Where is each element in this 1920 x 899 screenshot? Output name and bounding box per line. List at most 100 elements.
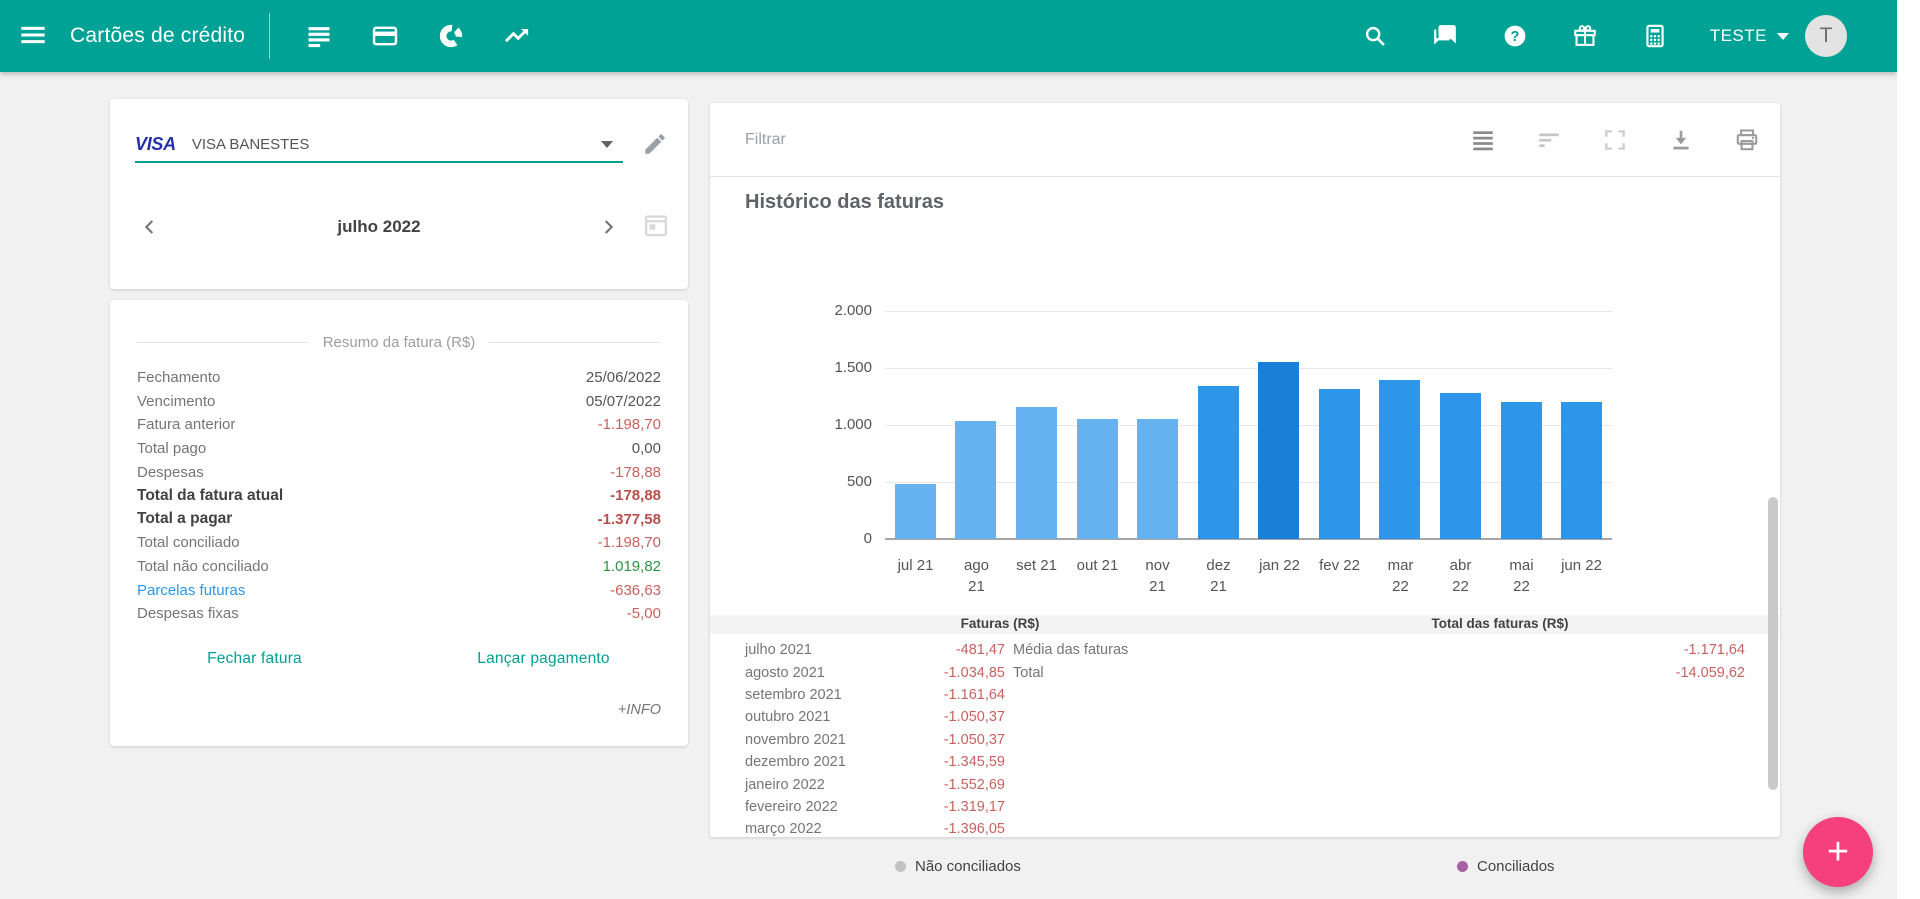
summary-row-value: -1.198,70 <box>597 534 661 552</box>
post-payment-button[interactable]: Lançar pagamento <box>477 650 610 667</box>
table-row: agosto 2021 -1.034,85 <box>745 661 1005 683</box>
previous-month-icon[interactable] <box>135 212 165 242</box>
chevron-down-icon[interactable] <box>601 140 613 148</box>
gift-icon[interactable] <box>1570 21 1600 51</box>
close-invoice-button[interactable]: Fechar fatura <box>207 650 302 667</box>
table-row: novembro 2021 -1.050,37 <box>745 729 1005 751</box>
page-scrollbar-track[interactable] <box>1897 0 1920 899</box>
plus-icon: + <box>1826 831 1850 873</box>
table-row-label: Média das faturas <box>1013 642 1129 659</box>
table-row: outubro 2021 -1.050,37 <box>745 706 1005 728</box>
table-row-value: -1.161,64 <box>943 686 1005 703</box>
panel-scrollbar-thumb[interactable] <box>1768 497 1778 790</box>
table-row-value: -1.319,17 <box>943 798 1005 815</box>
bar-ago-21 <box>955 421 996 539</box>
summary-rows: Fechamento 25/06/2022 Vencimento 05/07/2022… <box>137 366 661 626</box>
month-navigation: julho 2022 <box>135 207 623 247</box>
next-month-icon[interactable] <box>593 212 623 242</box>
download-icon[interactable] <box>1668 127 1694 153</box>
table-row-month: novembro 2021 <box>745 731 846 748</box>
gridline <box>885 482 1612 483</box>
user-menu[interactable]: TESTE <box>1710 26 1789 46</box>
rows-icon[interactable] <box>1470 127 1496 153</box>
summary-row-label: Total conciliado <box>137 534 240 552</box>
card-select-panel: VISA VISA BANESTES julho 2022 <box>110 99 688 289</box>
summary-row-value: 05/07/2022 <box>585 392 661 410</box>
summary-row-label: Despesas <box>137 463 204 481</box>
summary-actions: Fechar fatura Lançar pagamento <box>110 650 688 668</box>
edit-card-icon[interactable] <box>642 131 668 157</box>
table-row-month: agosto 2021 <box>745 664 825 681</box>
summary-row-label: Total pago <box>137 440 207 458</box>
summary-row-value: -1.198,70 <box>597 416 661 434</box>
bar-jan-22 <box>1258 362 1299 539</box>
summary-row: Despesas fixas -5,00 <box>137 602 661 626</box>
summary-row: Total pago 0,00 <box>137 437 661 461</box>
summary-row-value: -178,88 <box>610 487 661 505</box>
legend-label: Conciliados <box>1477 858 1555 875</box>
table-row-month: outubro 2021 <box>745 709 831 726</box>
pie-chart-icon[interactable] <box>436 21 466 51</box>
table-row-month: dezembro 2021 <box>745 754 846 771</box>
summary-row-value: 0,00 <box>631 440 661 458</box>
table-row: janeiro 2022 -1.552,69 <box>745 773 1005 795</box>
summary-title: Resumo da fatura (R$) <box>322 334 476 351</box>
y-axis-tick: 1.000 <box>834 416 872 433</box>
add-button[interactable]: + <box>1803 817 1873 887</box>
table-row: março 2022 -1.396,05 <box>745 818 1005 840</box>
print-icon[interactable] <box>1734 127 1760 153</box>
x-axis-label: out 21 <box>1076 557 1119 574</box>
table-header-row: Faturas (R$) Total das faturas (R$) <box>710 615 1780 634</box>
bar-out-21 <box>1077 419 1118 539</box>
table-header-total: Total das faturas (R$) <box>1431 616 1569 631</box>
fullscreen-icon[interactable] <box>1602 127 1628 153</box>
future-installments-link[interactable]: Parcelas futuras <box>137 581 246 599</box>
x-axis-label: jan 22 <box>1259 557 1300 574</box>
panel-toolbar <box>1470 127 1770 153</box>
x-axis-label: fev 22 <box>1319 557 1360 574</box>
x-axis-label: mai 22 <box>1509 557 1534 595</box>
summary-title-row: Resumo da fatura (R$) <box>137 334 662 351</box>
invoice-history-panel: Histórico das faturas 0 500 1.000 1.500 2.00… <box>710 103 1780 837</box>
summary-row: Total não conciliado 1.019,82 <box>137 555 661 579</box>
chat-icon[interactable] <box>1430 21 1460 51</box>
calendar-icon[interactable] <box>642 211 670 239</box>
avatar[interactable]: T <box>1805 15 1847 57</box>
legend-label: Não conciliados <box>915 858 1021 875</box>
summary-row-label: Total a pagar <box>137 510 233 528</box>
menu-icon[interactable] <box>18 21 48 51</box>
help-icon[interactable]: ? <box>1500 21 1530 51</box>
table-header-faturas: Faturas (R$) <box>960 616 1040 631</box>
calculator-icon[interactable] <box>1640 21 1670 51</box>
filter-input[interactable] <box>745 130 1470 149</box>
summary-row: Total da fatura atual -178,88 <box>137 484 661 508</box>
credit-card-icon[interactable] <box>370 21 400 51</box>
sort-icon[interactable] <box>1536 127 1562 153</box>
navbar-right: ? TESTE T <box>1360 15 1847 57</box>
bar-jul-21 <box>895 484 936 539</box>
x-axis-label: dez 21 <box>1206 557 1231 595</box>
table-row-value: -481,47 <box>955 642 1005 659</box>
trending-up-icon[interactable] <box>502 21 532 51</box>
summary-row-label: Total não conciliado <box>137 558 269 576</box>
bar-mar-22 <box>1379 380 1420 539</box>
table-row-value: -1.050,37 <box>943 731 1005 748</box>
table-row: dezembro 2021 -1.345,59 <box>745 751 1005 773</box>
y-axis-tick: 0 <box>863 530 872 547</box>
search-icon[interactable] <box>1360 21 1390 51</box>
gridline <box>885 368 1612 369</box>
table-row-month: janeiro 2022 <box>745 776 825 793</box>
invoice-summary-panel: Resumo da fatura (R$) Fechamento 25/06/20… <box>110 300 688 746</box>
user-name: TESTE <box>1709 26 1767 45</box>
y-axis-tick: 500 <box>846 473 872 490</box>
summary-row-label: Despesas fixas <box>137 605 239 623</box>
gridline <box>885 311 1612 312</box>
statement-list-icon[interactable] <box>304 21 334 51</box>
card-name: VISA BANESTES <box>191 135 310 153</box>
bar-dez-21 <box>1198 386 1239 539</box>
legend-item: Conciliados <box>1457 858 1555 875</box>
more-info-link[interactable]: +INFO <box>617 702 661 718</box>
card-select[interactable]: VISA VISA BANESTES <box>135 127 623 163</box>
table-row-label: Total <box>1013 664 1044 681</box>
x-axis-label: set 21 <box>1016 557 1057 574</box>
